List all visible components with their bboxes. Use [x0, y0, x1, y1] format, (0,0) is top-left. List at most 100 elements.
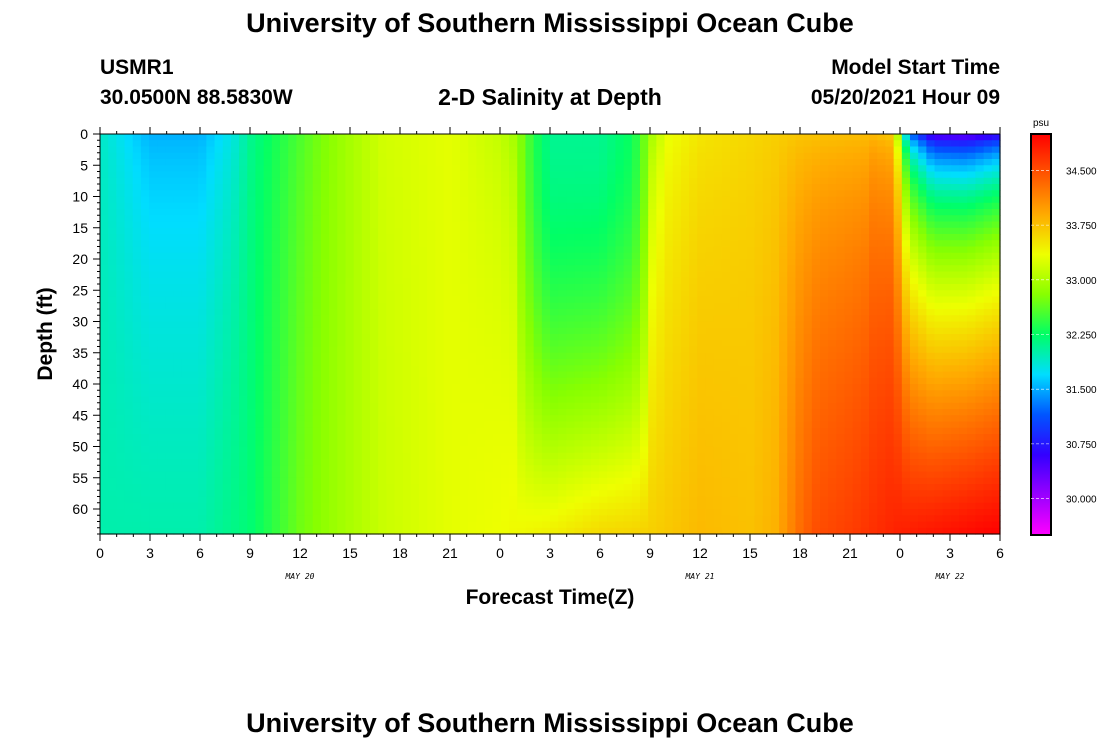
heatmap-cell — [901, 240, 911, 248]
heatmap-cell — [198, 352, 207, 360]
heatmap-cell — [582, 134, 592, 141]
heatmap-cell — [288, 321, 297, 329]
heatmap-cell — [885, 321, 895, 329]
heatmap-cell — [967, 134, 977, 141]
heatmap-cell — [885, 271, 895, 279]
heatmap-cell — [738, 234, 747, 241]
heatmap-cell — [803, 234, 813, 241]
heatmap-cell — [410, 365, 420, 373]
heatmap-cell — [631, 384, 641, 391]
heatmap-cell — [517, 146, 527, 154]
heatmap-cell — [353, 377, 363, 385]
heatmap-cell — [664, 384, 674, 391]
heatmap-cell — [869, 377, 878, 385]
heatmap-cell — [787, 309, 797, 316]
heatmap-cell — [410, 390, 420, 398]
heatmap-cell — [648, 234, 657, 241]
heatmap-cell — [329, 315, 338, 323]
heatmap-cell — [705, 290, 715, 298]
heatmap-cell — [680, 146, 690, 154]
heatmap-cell — [910, 190, 919, 198]
heatmap-cell — [198, 365, 207, 373]
heatmap-cell — [484, 171, 494, 179]
heatmap-cell — [476, 296, 486, 304]
heatmap-cell — [770, 134, 780, 141]
heatmap-cell — [697, 271, 707, 279]
heatmap-cell — [525, 146, 535, 154]
heatmap-cell — [762, 202, 772, 210]
heatmap-cell — [329, 340, 338, 348]
heatmap-cell — [811, 134, 821, 141]
heatmap-cell — [566, 296, 576, 304]
heatmap-cell — [468, 321, 477, 329]
heatmap-cell — [370, 196, 379, 204]
heatmap-cell — [533, 165, 543, 173]
heatmap-cell — [100, 184, 109, 191]
heatmap-cell — [198, 384, 207, 391]
heatmap-cell — [451, 234, 461, 241]
heatmap-cell — [787, 296, 797, 304]
heatmap-cell — [648, 359, 657, 366]
heatmap-cell — [983, 234, 993, 241]
heatmap-cell — [173, 265, 183, 273]
heatmap-cell — [181, 390, 191, 398]
heatmap-cell — [386, 240, 396, 248]
heatmap-cell — [705, 259, 715, 266]
heatmap-cell — [705, 302, 715, 310]
heatmap-cell — [558, 284, 567, 291]
heatmap-cell — [975, 321, 985, 329]
heatmap-cell — [828, 271, 837, 279]
heatmap-cell — [124, 277, 134, 285]
heatmap-cell — [312, 396, 322, 404]
heatmap-cell — [280, 227, 289, 235]
heatmap-cell — [247, 171, 257, 179]
heatmap-cell — [476, 234, 486, 241]
heatmap-cell — [926, 146, 936, 154]
heatmap-cell — [991, 152, 1001, 160]
heatmap-cell — [402, 202, 412, 210]
heatmap-cell — [190, 296, 199, 304]
heatmap-cell — [386, 327, 396, 335]
heatmap-cell — [394, 240, 404, 248]
heatmap-cell — [877, 371, 887, 379]
heatmap-cell — [149, 390, 158, 398]
heatmap-cell — [844, 396, 854, 404]
heatmap-cell — [541, 352, 551, 360]
heatmap-cell — [476, 271, 486, 279]
heatmap-cell — [370, 165, 379, 173]
heatmap-cell — [648, 365, 657, 373]
heatmap-cell — [492, 377, 502, 385]
heatmap-cell — [443, 340, 453, 348]
heatmap-cell — [140, 215, 150, 223]
heatmap-cell — [803, 252, 813, 260]
heatmap-cell — [738, 377, 747, 385]
heatmap-cell — [697, 196, 707, 204]
heatmap-cell — [680, 402, 690, 410]
heatmap-cell — [713, 146, 723, 154]
heatmap-cell — [926, 346, 936, 354]
heatmap-cell — [214, 377, 224, 385]
heatmap-cell — [410, 402, 420, 410]
heatmap-cell — [918, 315, 927, 323]
heatmap-cell — [582, 259, 592, 266]
heatmap-cell — [370, 390, 379, 398]
heatmap-cell — [631, 284, 641, 291]
heatmap-cell — [460, 227, 469, 235]
heatmap-cell — [967, 209, 977, 216]
heatmap-cell — [419, 259, 428, 266]
heatmap-cell — [116, 296, 126, 304]
heatmap-cell — [566, 384, 576, 391]
heatmap-cell — [893, 202, 903, 210]
heatmap-cell — [713, 396, 723, 404]
heatmap-cell — [157, 371, 167, 379]
heatmap-cell — [697, 352, 707, 360]
heatmap-cell — [550, 184, 559, 191]
heatmap-cell — [803, 246, 813, 254]
heatmap-cell — [983, 352, 993, 360]
heatmap-cell — [100, 227, 109, 235]
heatmap-cell — [320, 190, 330, 198]
heatmap-cell — [198, 146, 207, 154]
heatmap-cell — [934, 146, 944, 154]
heatmap-cell — [533, 259, 543, 266]
heatmap-cell — [443, 277, 453, 285]
